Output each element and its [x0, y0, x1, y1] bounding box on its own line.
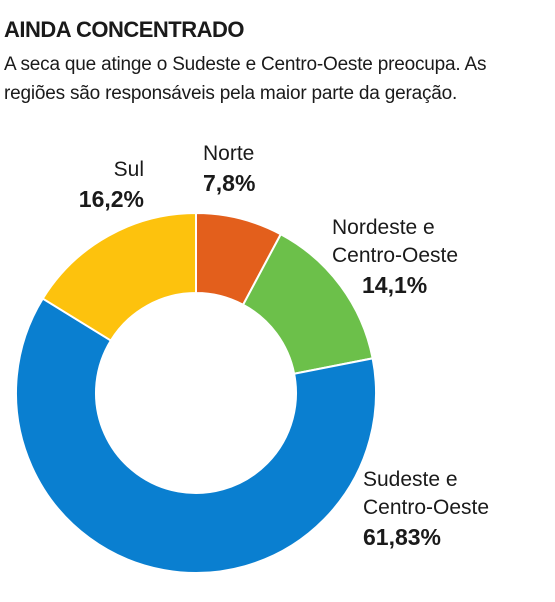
slice-value-nordeste: 14,1% [362, 272, 428, 298]
slice-name-nordeste-line1: Nordeste e [332, 216, 435, 239]
slice-value-norte: 7,8% [203, 170, 256, 196]
slice-name-norte: Norte [203, 142, 255, 165]
slice-name-nordeste-line2: Centro-Oeste [332, 244, 459, 267]
chart-subtitle: A seca que atinge o Sudeste e Centro-Oes… [4, 54, 487, 104]
slice-sudeste-e-centro-oeste [15, 297, 377, 574]
label-nordeste-centro-oeste: Nordeste e Centro-Oeste 14,1% [332, 214, 458, 300]
slice-name-sudeste-line1: Sudeste e [363, 468, 458, 491]
label-norte: Norte 7,8% [203, 140, 255, 198]
slice-name-sul: Sul [113, 158, 144, 181]
chart-title: AINDA CONCENTRADO [4, 17, 245, 42]
slice-value-sudeste: 61,83% [363, 524, 442, 550]
slice-name-sudeste-line2: Centro-Oeste [363, 496, 490, 519]
label-sul: Sul 16,2% [60, 156, 144, 214]
label-sudeste-centro-oeste: Sudeste e Centro-Oeste 61,83% [363, 466, 489, 552]
slice-value-sul: 16,2% [78, 186, 144, 212]
slice-sul [41, 211, 197, 342]
